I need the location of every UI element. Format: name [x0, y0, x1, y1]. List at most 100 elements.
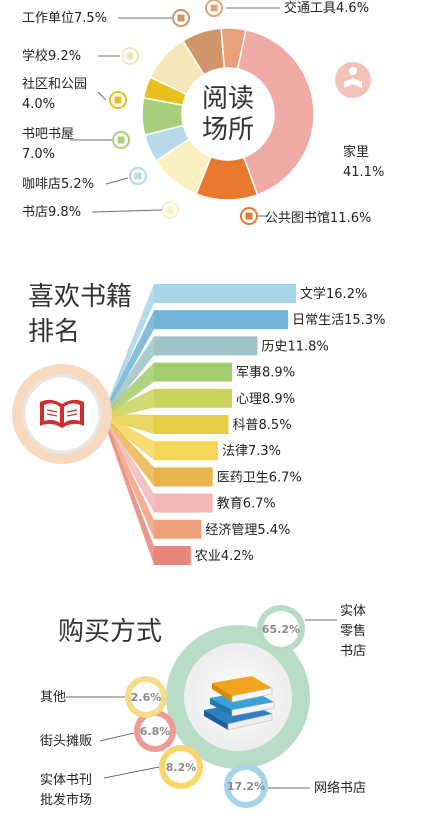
bar-value-8: 6.7%: [243, 497, 276, 512]
bar-4: [154, 388, 233, 408]
bubble-inner-4: [131, 682, 161, 712]
bubble-label-line-0-1: 零售: [340, 623, 366, 639]
slice-name-2: 书店: [22, 205, 48, 220]
bubble-label-line-0-0: 实体: [340, 604, 366, 619]
slice-name-3: 咖啡店: [22, 177, 61, 192]
bar-label-4: 心理8.9%: [236, 392, 295, 407]
bar-0: [154, 284, 296, 303]
slice-name-8: 交通工具: [284, 0, 336, 16]
fan-ribbon-3: [104, 362, 154, 419]
bubble-inner-2: [165, 751, 197, 783]
reading-places-labels: 家里 41.1% 公共图书馆11.6% 书店9.8% 咖啡店5.2% 书吧书屋 7.0% 社区…: [22, 0, 384, 226]
slice-value-4: 7.0%: [22, 147, 55, 162]
home-reading-head-shape: [349, 67, 357, 75]
slice-label-6: 学校9.2%: [22, 48, 81, 64]
bubble-label-4: 其他: [40, 690, 66, 705]
bar-7: [154, 467, 213, 487]
slice-value-7: 7.5%: [74, 11, 107, 26]
bar-category-1: 日常生活: [292, 313, 344, 328]
bar-2: [154, 336, 258, 356]
slice-label-7: 工作单位7.5%: [22, 11, 107, 26]
slice-label-1: 公共图书馆11.6%: [265, 211, 371, 226]
slice-value-0: 41.1%: [343, 165, 384, 180]
slice-name-1: 公共图书馆: [265, 211, 330, 226]
bookstore-icon-glyph: [166, 206, 174, 214]
bar-category-4: 心理: [236, 392, 262, 407]
library-icon-glyph: [245, 212, 253, 220]
bubble-label-3: 街头摊贩: [40, 734, 92, 749]
bar-8: [154, 493, 213, 513]
bubble-leader-3: [99, 732, 135, 742]
bar-category-7: 医药卫生: [217, 470, 269, 485]
leader-line-5: [97, 91, 107, 101]
bar-value-3: 8.9%: [262, 366, 295, 381]
bar-label-2: 历史11.8%: [261, 339, 328, 354]
favorite-books-section: 喜欢书籍 排名 文学16.2%日常生活15.3%历史11.8%军事8.9%心理8…: [12, 282, 385, 565]
slice-label-0: 家里: [343, 144, 369, 160]
slice-name-7: 工作单位: [22, 11, 74, 26]
book-bar-icon-glyph: [117, 136, 125, 144]
bubble-value-2: 8.2%: [166, 761, 197, 774]
bar-value-6: 7.3%: [248, 444, 281, 459]
slice-value-6: 9.2%: [48, 49, 81, 64]
bar-category-3: 军事: [236, 366, 262, 381]
bubble-label-line-3-0: 街头摊贩: [40, 734, 92, 749]
bar-value-4: 8.9%: [262, 392, 295, 407]
bar-9: [154, 519, 202, 539]
bubble-label-1: 网络书店: [314, 780, 366, 796]
bar-value-7: 6.7%: [269, 470, 302, 485]
school-desk-icon-glyph: [126, 52, 134, 60]
bubble-value-4: 2.6%: [131, 691, 162, 704]
reading-places-title-line2: 场所: [202, 115, 254, 145]
bubble-label-2: 实体书刊批发市场: [40, 773, 92, 808]
open-book-icon: [40, 399, 84, 428]
fan-ribbon-0: [104, 284, 154, 417]
purchase-title: 购买方式: [58, 617, 162, 647]
bubble-value-1: 17.2%: [227, 780, 265, 793]
leader-line-2: [91, 209, 163, 213]
slice-label-3: 咖啡店5.2%: [22, 177, 94, 192]
slice-value-8: 4.6%: [336, 1, 369, 16]
bubble-label-0: 实体零售书店: [340, 604, 366, 659]
fan-ribbon-4: [104, 388, 154, 419]
leader-line-3: [105, 177, 129, 185]
bubble-label-line-0-2: 书店: [340, 644, 366, 659]
bar-1: [154, 310, 289, 330]
bar-label-6: 法律7.3%: [222, 444, 281, 459]
bubble-label-line-1-0: 网络书店: [314, 780, 366, 796]
slice-label-4: 书吧书屋: [22, 127, 74, 142]
bar-value-9: 5.4%: [257, 523, 290, 538]
slice-label-8: 交通工具4.6%: [284, 0, 369, 16]
bar-label-0: 文学16.2%: [300, 286, 367, 302]
reading-places-section: 阅读 场所 家里 41.1% 公共图书馆11.6% 书店9.8% 咖啡店5.2% 书吧书屋…: [22, 0, 384, 226]
donut-center-disc: [182, 68, 274, 160]
favorite-books-bars: 文学16.2%日常生活15.3%历史11.8%军事8.9%心理8.9%科普8.5…: [104, 284, 385, 565]
bar-category-9: 经济管理: [205, 523, 257, 538]
bubble-inner-3: [140, 716, 170, 746]
bar-value-10: 4.2%: [221, 549, 254, 564]
slice-value-1: 11.6%: [330, 211, 371, 226]
bar-label-10: 农业4.2%: [195, 549, 254, 564]
bar-category-6: 法律: [222, 444, 248, 459]
bubble-inner-0: [263, 611, 299, 647]
favorite-books-title-line1: 喜欢书籍: [28, 282, 132, 312]
reading-places-title-line1: 阅读: [202, 84, 254, 114]
bar-label-5: 科普8.5%: [233, 418, 292, 433]
coffee-cup-icon-glyph: [134, 172, 142, 180]
fan-ribbon-8: [104, 415, 154, 513]
bar-10: [154, 546, 191, 565]
bar-value-5: 8.5%: [259, 418, 292, 433]
slice-name-6: 学校: [22, 48, 48, 64]
fan-ribbon-5: [104, 413, 154, 434]
bar-label-1: 日常生活15.3%: [292, 313, 385, 328]
bar-label-9: 经济管理5.4%: [205, 523, 290, 538]
bubble-inner-1: [230, 770, 262, 802]
bar-label-7: 医药卫生6.7%: [217, 470, 302, 485]
bar-category-0: 文学: [300, 286, 326, 302]
office-chair-icon-glyph: [177, 14, 185, 22]
bar-6: [154, 441, 218, 461]
bar-category-5: 科普: [233, 418, 259, 433]
bubble-label-line-4-0: 其他: [40, 690, 66, 705]
fan-ribbon-1: [104, 310, 154, 418]
